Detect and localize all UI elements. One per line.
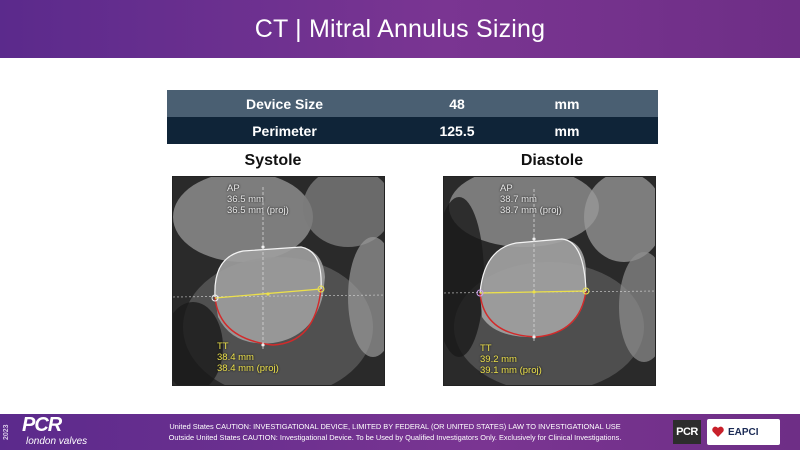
diastole-ct-image: AP 38.7 mm 38.7 mm (proj) TT 39.2 mm 39.… [443,176,656,386]
pcr-logo-subtitle: london valves [26,436,88,447]
caution-line-us: United States CAUTION: INVESTIGATIONAL D… [169,422,621,431]
tt-mm: 38.4 mm [217,352,254,363]
pcr-logo: PCR [22,414,62,436]
tt-proj: 39.1 mm (proj) [480,365,542,376]
row-label: Perimeter [252,122,317,139]
systole-overlay [173,177,384,385]
page-title: CT | Mitral Annulus Sizing [254,14,546,43]
caution-notice: United States CAUTION: INVESTIGATIONAL D… [120,421,670,443]
tt-mm: 39.2 mm [480,354,517,365]
ap-label: AP [227,183,240,194]
row-value: 48 [449,95,465,112]
ap-mm: 36.5 mm [227,194,264,205]
tt-proj: 38.4 mm (proj) [217,363,279,374]
sizing-table: Device Size 48 mm Perimeter 125.5 mm [167,90,658,144]
eapci-logo: EAPCI [707,419,780,445]
diastole-ap-measurement: AP 38.7 mm 38.7 mm (proj) [500,183,562,216]
diastole-tt-measurement: TT 39.2 mm 39.1 mm (proj) [480,343,542,376]
caution-line-ous: Outside United States CAUTION: Investiga… [168,433,622,442]
row-label: Device Size [245,95,324,112]
ap-proj: 36.5 mm (proj) [227,205,289,216]
tt-label: TT [217,341,229,352]
systole-ct-image: AP 36.5 mm 36.5 mm (proj) TT 38.4 mm 38.… [172,176,385,386]
systole-tt-measurement: TT 38.4 mm 38.4 mm (proj) [217,341,279,374]
row-unit: mm [554,95,580,112]
diastole-overlay [444,177,655,385]
pcr-small-logo: PCR [673,420,701,444]
tt-label: TT [480,343,492,354]
table-row: Device Size 48 mm [167,90,658,117]
ap-proj: 38.7 mm (proj) [500,205,562,216]
heart-icon [712,426,724,437]
systole-ap-measurement: AP 36.5 mm 36.5 mm (proj) [227,183,289,216]
eapci-label: EAPCI [728,426,759,438]
systole-title: Systole [244,152,302,169]
row-value: 125.5 [439,122,475,139]
ap-label: AP [500,183,513,194]
table-row: Perimeter 125.5 mm [167,117,658,144]
row-unit: mm [554,122,580,139]
diastole-title: Diastole [520,152,584,169]
header-banner: CT | Mitral Annulus Sizing [0,0,800,58]
ap-mm: 38.7 mm [500,194,537,205]
footer-banner: 2023 PCR london valves United States CAU… [0,414,800,450]
footer-year: 2023 [3,424,10,440]
